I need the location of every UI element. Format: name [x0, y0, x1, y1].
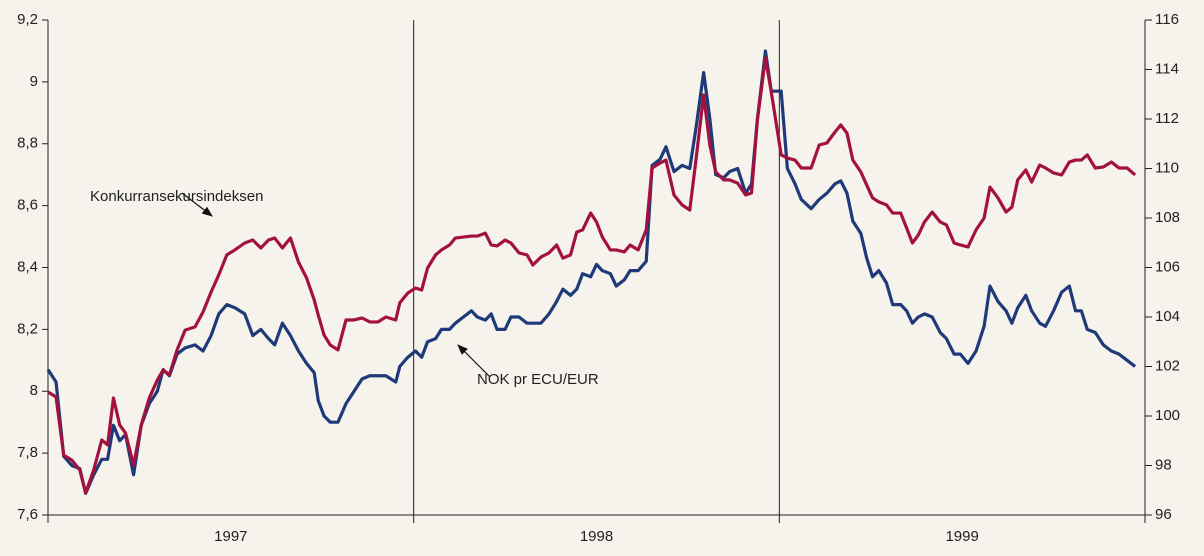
y2-tick-label: 102: [1155, 357, 1180, 374]
y2-tick-label: 98: [1155, 456, 1172, 473]
annotation-arrow: [181, 192, 213, 217]
y-tick-label: 7,8: [17, 444, 38, 461]
y-tick-label: 8,2: [17, 320, 38, 337]
annotation: Konkurransekursindeksen: [90, 188, 263, 205]
x-tick-label: 1999: [945, 528, 978, 545]
annotation: NOK pr ECU/EUR: [477, 371, 599, 388]
annotation-arrow: [457, 344, 491, 378]
y2-tick-label: 96: [1155, 506, 1172, 523]
y2-tick-label: 100: [1155, 407, 1180, 424]
y2-tick-label: 106: [1155, 258, 1180, 275]
y-tick-label: 8,8: [17, 135, 38, 152]
y-tick-label: 8,6: [17, 197, 38, 214]
y2-tick-label: 110: [1155, 159, 1179, 176]
x-tick-label: 1997: [214, 528, 247, 545]
y-tick-label: 8: [30, 382, 38, 399]
y-tick-label: 9,2: [17, 11, 38, 28]
y2-tick-label: 104: [1155, 308, 1180, 325]
y2-tick-label: 116: [1155, 11, 1179, 28]
y-tick-label: 8,4: [17, 258, 38, 275]
series-line: [47, 56, 1137, 495]
x-tick-label: 1998: [580, 528, 613, 545]
y2-tick-label: 108: [1155, 209, 1180, 226]
y-tick-label: 9: [30, 73, 38, 90]
y2-tick-label: 114: [1155, 60, 1179, 77]
series-line: [46, 49, 1137, 495]
y-tick-label: 7,6: [17, 506, 38, 523]
y2-tick-label: 112: [1155, 110, 1179, 127]
